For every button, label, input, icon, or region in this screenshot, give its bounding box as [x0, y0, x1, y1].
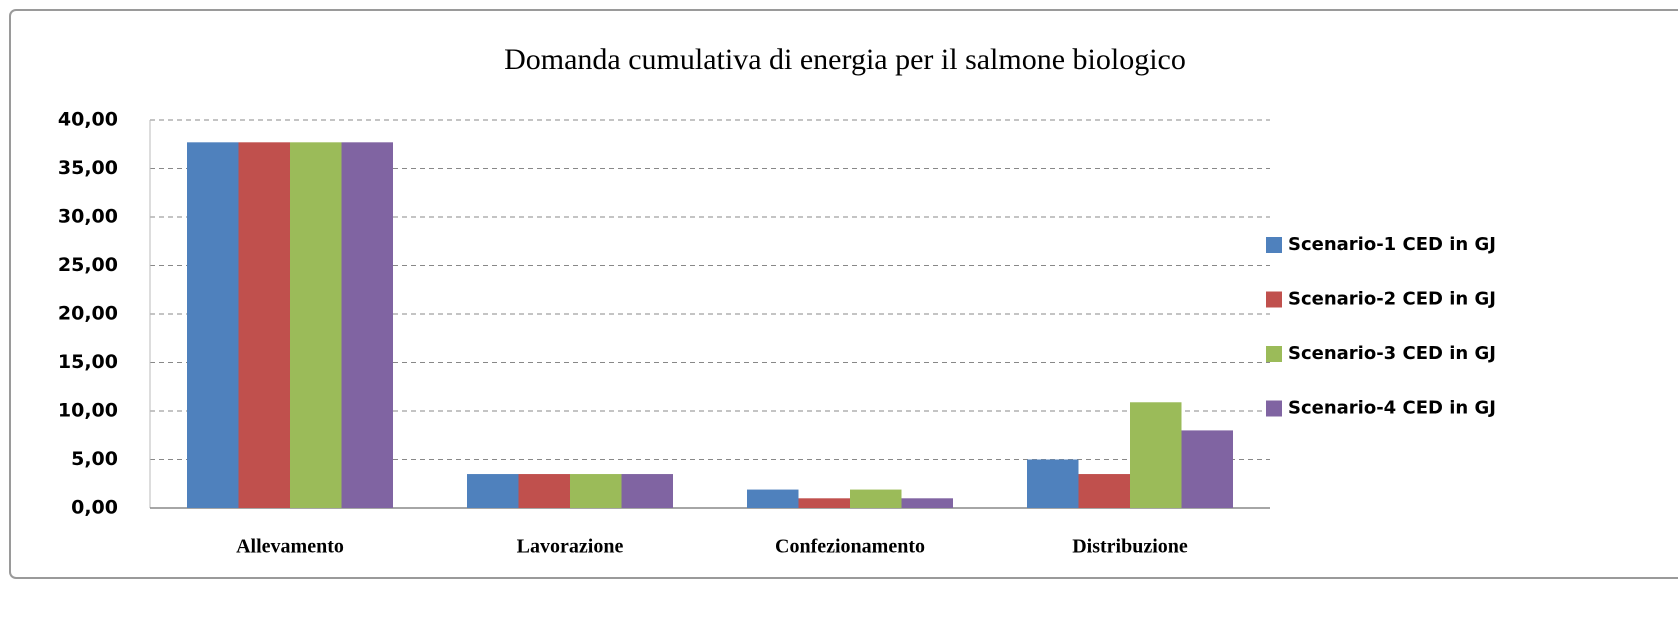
- chart-title: Domanda cumulativa di energia per il sal…: [504, 43, 1186, 76]
- legend-label: Scenario-4 CED in GJ: [1288, 398, 1496, 419]
- y-tick-label: 20,00: [58, 303, 118, 325]
- bar: [1027, 459, 1079, 508]
- bar: [290, 142, 342, 508]
- x-tick-label: Distribuzione: [1072, 536, 1188, 558]
- bar: [187, 142, 239, 508]
- bar: [518, 474, 570, 508]
- x-tick-label: Allevamento: [236, 536, 344, 558]
- y-tick-label: 10,00: [58, 400, 118, 422]
- bar: [798, 498, 850, 508]
- y-tick-label: 15,00: [58, 351, 118, 373]
- legend-swatch: [1266, 291, 1282, 308]
- bar: [570, 474, 622, 508]
- y-tick-label: 40,00: [58, 109, 118, 131]
- legend-label: Scenario-2 CED in GJ: [1288, 289, 1496, 310]
- legend-label: Scenario-1 CED in GJ: [1288, 234, 1496, 255]
- legend-swatch: [1266, 237, 1282, 253]
- bar: [901, 498, 953, 508]
- bar: [621, 474, 673, 508]
- bar: [850, 489, 902, 508]
- bar: [1078, 474, 1130, 508]
- bar: [1130, 402, 1182, 508]
- legend-swatch: [1266, 400, 1282, 417]
- bar: [467, 474, 519, 508]
- legend-label: Scenario-3 CED in GJ: [1288, 343, 1496, 364]
- bar: [341, 142, 393, 508]
- bar: [747, 489, 799, 508]
- chart-frame: [9, 9, 1678, 579]
- legend-swatch: [1266, 346, 1282, 362]
- y-tick-label: 5,00: [71, 448, 118, 470]
- y-tick-label: 0,00: [71, 497, 118, 519]
- x-tick-label: Confezionamento: [775, 536, 925, 558]
- bar: [238, 142, 290, 508]
- y-tick-label: 35,00: [58, 157, 118, 179]
- y-tick-label: 25,00: [58, 254, 118, 276]
- bar: [1181, 430, 1233, 508]
- y-tick-label: 30,00: [58, 206, 118, 228]
- x-tick-label: Lavorazione: [517, 536, 624, 558]
